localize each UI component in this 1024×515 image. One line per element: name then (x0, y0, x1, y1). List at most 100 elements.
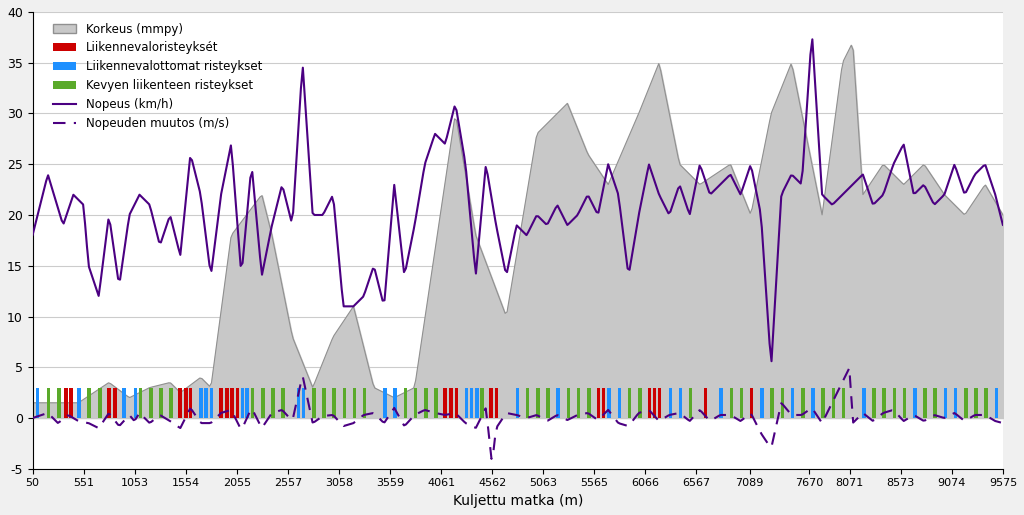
Bar (282, 388, 285, 418)
Bar (210, 388, 213, 418)
Bar (57, 388, 60, 418)
Bar (184, 388, 187, 418)
Bar (770, 388, 774, 418)
Bar (602, 388, 605, 418)
Bar (984, 388, 988, 418)
Bar (251, 388, 254, 418)
Bar (342, 388, 346, 418)
Bar (200, 388, 203, 418)
Bar (760, 388, 764, 418)
Bar (393, 388, 397, 418)
Bar (403, 388, 408, 418)
Bar (862, 388, 865, 418)
Bar (953, 388, 957, 418)
Bar (689, 388, 692, 418)
Bar (669, 388, 672, 418)
Bar (647, 388, 651, 418)
Bar (934, 388, 937, 418)
Bar (241, 388, 244, 418)
Bar (138, 388, 142, 418)
Bar (974, 388, 978, 418)
Bar (87, 388, 91, 418)
Bar (703, 388, 708, 418)
Bar (219, 388, 223, 418)
Bar (362, 388, 367, 418)
Bar (780, 388, 784, 418)
Bar (842, 388, 845, 418)
Bar (333, 388, 336, 418)
Bar (36, 388, 39, 418)
Bar (352, 388, 356, 418)
Bar (495, 388, 499, 418)
Bar (236, 388, 239, 418)
Bar (134, 388, 137, 418)
Bar (617, 388, 622, 418)
Bar (271, 388, 274, 418)
Bar (169, 388, 173, 418)
Bar (537, 388, 540, 418)
Bar (465, 388, 468, 418)
Bar (46, 388, 50, 418)
Bar (913, 388, 916, 418)
Bar (323, 388, 326, 418)
Bar (924, 388, 927, 418)
Bar (556, 388, 560, 418)
Bar (607, 388, 611, 418)
Bar (245, 388, 249, 418)
Bar (114, 388, 117, 418)
Bar (148, 388, 153, 418)
Bar (475, 388, 478, 418)
Bar (597, 388, 600, 418)
Bar (577, 388, 581, 418)
Bar (657, 388, 662, 418)
Bar (964, 388, 968, 418)
Bar (943, 388, 947, 418)
Bar (801, 388, 805, 418)
Bar (123, 388, 126, 418)
Bar (230, 388, 234, 418)
Bar (883, 388, 886, 418)
Bar (70, 388, 73, 418)
Bar (414, 388, 418, 418)
Bar (297, 388, 300, 418)
Bar (546, 388, 550, 418)
Bar (108, 388, 111, 418)
Bar (77, 388, 81, 418)
Bar (821, 388, 825, 418)
Bar (489, 388, 493, 418)
X-axis label: Kuljettu matka (m): Kuljettu matka (m) (453, 494, 583, 508)
Bar (470, 388, 473, 418)
Bar (638, 388, 641, 418)
Bar (903, 388, 906, 418)
Bar (188, 388, 193, 418)
Bar (652, 388, 656, 418)
Bar (383, 388, 387, 418)
Bar (424, 388, 428, 418)
Bar (98, 388, 101, 418)
Bar (628, 388, 632, 418)
Bar (566, 388, 570, 418)
Bar (679, 388, 682, 418)
Bar (178, 388, 182, 418)
Bar (516, 388, 519, 418)
Bar (159, 388, 163, 418)
Legend: Korkeus (mmpy), Liikennevaloristeyksét, Liikennevalottomat risteykset, Kevyen li: Korkeus (mmpy), Liikennevaloristeyksét, … (48, 18, 267, 135)
Bar (450, 388, 453, 418)
Bar (261, 388, 264, 418)
Bar (225, 388, 229, 418)
Bar (739, 388, 743, 418)
Bar (205, 388, 208, 418)
Bar (480, 388, 483, 418)
Bar (872, 388, 876, 418)
Bar (893, 388, 896, 418)
Bar (831, 388, 836, 418)
Bar (455, 388, 458, 418)
Bar (811, 388, 815, 418)
Bar (587, 388, 591, 418)
Bar (434, 388, 438, 418)
Bar (302, 388, 305, 418)
Bar (443, 388, 446, 418)
Bar (312, 388, 315, 418)
Bar (720, 388, 723, 418)
Bar (730, 388, 733, 418)
